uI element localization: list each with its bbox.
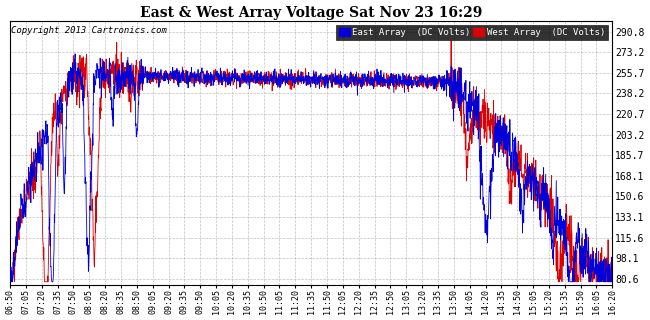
Text: Copyright 2013 Cartronics.com: Copyright 2013 Cartronics.com xyxy=(10,26,166,35)
Title: East & West Array Voltage Sat Nov 23 16:29: East & West Array Voltage Sat Nov 23 16:… xyxy=(140,5,482,20)
Legend: East Array  (DC Volts), West Array  (DC Volts): East Array (DC Volts), West Array (DC Vo… xyxy=(336,25,608,40)
